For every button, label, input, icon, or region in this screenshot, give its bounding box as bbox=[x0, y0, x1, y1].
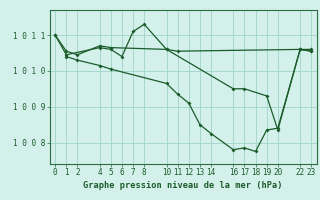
X-axis label: Graphe pression niveau de la mer (hPa): Graphe pression niveau de la mer (hPa) bbox=[84, 181, 283, 190]
